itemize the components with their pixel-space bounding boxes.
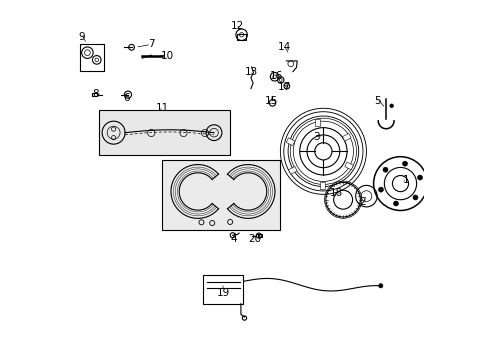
Text: 1: 1 [402,175,408,185]
Text: 3: 3 [312,132,319,142]
Text: 19: 19 [216,288,229,298]
Text: 16: 16 [269,71,283,81]
Text: 10: 10 [161,51,174,61]
Text: 15: 15 [264,96,278,106]
Text: 17: 17 [277,82,290,92]
Text: 4: 4 [230,234,237,244]
Text: 9: 9 [78,32,84,41]
Text: 6: 6 [122,93,129,103]
Text: 5: 5 [373,96,380,106]
Circle shape [382,167,387,172]
Bar [288,167,297,174]
Circle shape [402,161,407,166]
Bar [344,162,353,170]
Bar [203,275,242,304]
Bar [342,134,350,141]
Text: 12: 12 [230,21,244,31]
Circle shape [389,104,393,108]
Circle shape [393,201,398,206]
Text: 11: 11 [155,103,168,113]
Text: 18: 18 [328,188,342,198]
Circle shape [412,195,417,200]
Bar [285,138,294,145]
Text: 13: 13 [244,67,258,77]
Bar [236,34,245,40]
Bar [314,119,319,126]
Bar [257,234,262,237]
Bar [99,110,230,155]
Text: 20: 20 [248,234,261,244]
Bar [162,160,280,230]
Text: 7: 7 [148,39,154,49]
Circle shape [378,187,383,192]
Circle shape [417,175,422,180]
Circle shape [378,284,382,288]
Text: 14: 14 [277,42,290,52]
Text: 2: 2 [359,197,366,207]
Bar [92,93,97,96]
Text: 8: 8 [92,89,99,99]
Bar [319,182,324,189]
